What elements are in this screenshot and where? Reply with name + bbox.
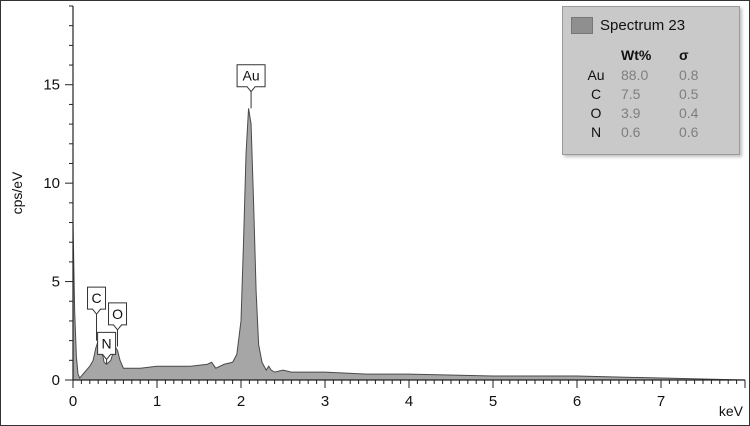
x-tick-label: 6	[573, 393, 581, 410]
legend-header-row: Wt% σ	[571, 45, 729, 65]
legend-header-sigma: σ	[679, 47, 689, 63]
legend-element: N	[590, 123, 602, 140]
peak-annotations: C NO Au	[87, 64, 266, 365]
peak-label-box	[87, 286, 107, 315]
legend-wt: 7.5	[621, 85, 641, 102]
y-axis-label: cps/eV	[9, 171, 25, 214]
legend-title-row: Spectrum 23	[571, 15, 685, 35]
legend-title: Spectrum 23	[600, 16, 686, 34]
legend-header-wt: Wt%	[621, 47, 652, 63]
x-tick-label: 4	[405, 393, 413, 410]
y-tick-label: 15	[43, 77, 60, 94]
legend-element: Au	[587, 66, 605, 83]
y-tick-label: 5	[52, 274, 60, 291]
legend-table: Wt% σ Au 88.0 0.8 C 7.5 0.5 O 3.9 0.4 N	[571, 45, 729, 141]
x-axis: 0 1 2 3 4 5 6 7	[69, 379, 746, 410]
x-tick-label: 5	[489, 393, 497, 410]
x-tick-label: 7	[657, 393, 665, 410]
legend-wt: 3.9	[621, 104, 641, 121]
legend-sigma: 0.8	[679, 66, 699, 83]
legend-row: O 3.9 0.4	[571, 103, 729, 122]
plot-area	[72, 108, 746, 381]
peak-label: O	[112, 306, 123, 322]
peak-label: C	[91, 290, 101, 306]
peak-label-box	[97, 331, 117, 361]
peak-label-box	[108, 302, 128, 331]
x-tick-label: 2	[237, 393, 245, 410]
legend-sigma: 0.4	[679, 104, 699, 121]
legend: Spectrum 23 Wt% σ Au 88.0 0.8 C 7.5 0.5 …	[562, 6, 740, 155]
peak-label: N	[102, 335, 112, 351]
peak-label: Au	[243, 68, 260, 84]
legend-sigma: 0.6	[679, 123, 699, 140]
legend-wt: 88.0	[621, 66, 649, 83]
legend-wt: 0.6	[621, 123, 641, 140]
legend-swatch	[571, 16, 593, 34]
x-tick-label: 0	[69, 393, 77, 410]
legend-row: Au 88.0 0.8	[571, 65, 729, 84]
legend-element: O	[590, 104, 602, 121]
legend-header-element	[571, 45, 621, 65]
peak-label-box	[236, 64, 266, 93]
legend-sigma: 0.5	[679, 85, 699, 102]
y-axis: 0 5 10 15	[43, 5, 74, 389]
legend-element: C	[590, 85, 602, 102]
y-tick-label: 0	[52, 372, 60, 389]
legend-row: N 0.6 0.6	[571, 122, 729, 141]
x-tick-label: 1	[153, 393, 161, 410]
y-tick-label: 10	[43, 175, 60, 192]
x-tick-label: 3	[321, 393, 329, 410]
legend-row: C 7.5 0.5	[571, 84, 729, 103]
spectrum-area	[72, 108, 746, 381]
x-axis-label: keV	[719, 403, 744, 419]
